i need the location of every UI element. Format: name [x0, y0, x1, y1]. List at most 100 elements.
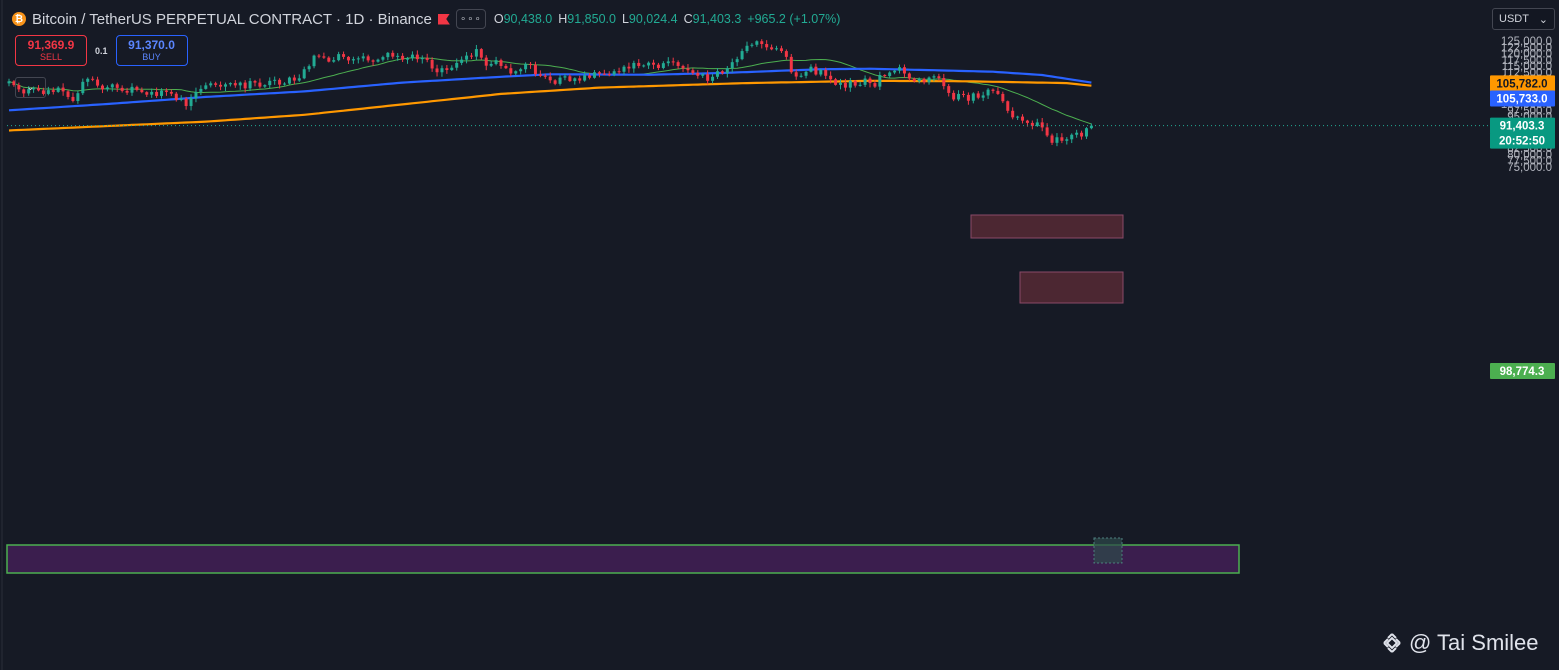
candle [307, 64, 311, 72]
candle [834, 77, 838, 86]
candle [17, 82, 21, 93]
symbol-legend: ₿ Bitcoin / TetherUS PERPETUAL CONTRACT … [12, 8, 840, 30]
candle [652, 59, 656, 70]
candle [71, 92, 75, 103]
candle [868, 76, 872, 88]
candle [1060, 133, 1064, 144]
candle [1035, 118, 1039, 127]
sell-button[interactable]: 91,369.9 SELL [15, 35, 87, 66]
candle [209, 81, 213, 88]
candle [686, 64, 690, 74]
ma-orange-price-label-bg [1490, 75, 1555, 92]
candle [469, 52, 473, 60]
candle [125, 87, 129, 95]
candle [327, 56, 331, 63]
candle [691, 68, 695, 76]
symbol-title[interactable]: Bitcoin / TetherUS PERPETUAL CONTRACT · … [32, 10, 432, 28]
candle [268, 77, 272, 89]
candle [942, 73, 946, 90]
candle [312, 54, 316, 69]
candle [883, 74, 887, 78]
buy-button[interactable]: 91,370.0 BUY [115, 35, 188, 66]
candle [105, 85, 109, 92]
watermark: @ Tai Smilee [1381, 630, 1539, 656]
candle [278, 78, 282, 89]
candle [223, 82, 227, 91]
ohlc-change-value: +965.2 (+1.07%) [747, 12, 841, 26]
candle [465, 52, 469, 64]
candle [725, 66, 729, 78]
candle [706, 70, 710, 85]
candle [784, 49, 788, 60]
candle [671, 57, 675, 66]
candle [538, 70, 542, 78]
resistance-zone-upper [970, 214, 1124, 239]
candle [898, 64, 902, 74]
last-price-label: 91,403.3 [1500, 121, 1545, 133]
candle [971, 92, 975, 104]
y-axis-tick-label: 117,500.0 [1502, 55, 1552, 67]
currency-select[interactable]: USDT ⌄ [1492, 8, 1555, 30]
candle [194, 87, 198, 103]
candle [843, 78, 847, 92]
candle [986, 88, 990, 99]
candle [932, 74, 936, 82]
candle [711, 74, 715, 84]
candle [248, 78, 252, 91]
candle [838, 78, 842, 90]
candle [199, 85, 203, 96]
candle [1001, 91, 1005, 104]
candle [642, 64, 646, 68]
candle [425, 53, 429, 63]
candle [588, 73, 592, 80]
candle [1021, 114, 1025, 124]
sell-price: 91,369.9 [27, 38, 75, 52]
candle [32, 86, 36, 93]
candle [204, 82, 208, 90]
candle [543, 73, 547, 79]
candle [100, 84, 104, 94]
candle [150, 88, 154, 98]
candle [770, 44, 774, 51]
candle [22, 88, 26, 98]
candle [848, 77, 852, 92]
bitcoin-icon: ₿ [12, 12, 26, 26]
candle [853, 79, 857, 88]
candle [391, 50, 395, 59]
buy-label: BUY [142, 52, 161, 62]
candle [346, 56, 350, 65]
candle [479, 48, 483, 60]
more-options-button[interactable]: ∘∘∘ [455, 9, 486, 29]
candle [819, 68, 823, 77]
candle [1016, 115, 1020, 120]
candle [322, 52, 326, 59]
candle [174, 91, 178, 102]
candle [179, 95, 183, 102]
ma-blue-price-label-bg [1490, 90, 1555, 107]
candle [804, 70, 808, 79]
candle [430, 57, 434, 72]
candle [135, 85, 139, 92]
ohlc-open-value: 90,438.0 [503, 12, 553, 26]
candle [912, 77, 916, 83]
candle [283, 82, 287, 86]
candle [1075, 129, 1079, 138]
candle [351, 56, 355, 64]
candle [460, 56, 464, 66]
candle [140, 87, 144, 94]
candle [474, 44, 478, 61]
collapse-legend-button[interactable]: ⌄ [15, 77, 46, 98]
flag-icon[interactable] [437, 13, 450, 25]
candle [46, 86, 50, 96]
candle [514, 70, 518, 76]
candle [494, 56, 498, 66]
candle [745, 41, 749, 54]
candle [361, 52, 365, 62]
candle [1011, 107, 1015, 120]
candle [489, 60, 493, 68]
ma-blue-price-label: 105,733.0 [1496, 94, 1547, 106]
candle [730, 58, 734, 73]
candle [592, 70, 596, 79]
candle [976, 91, 980, 100]
